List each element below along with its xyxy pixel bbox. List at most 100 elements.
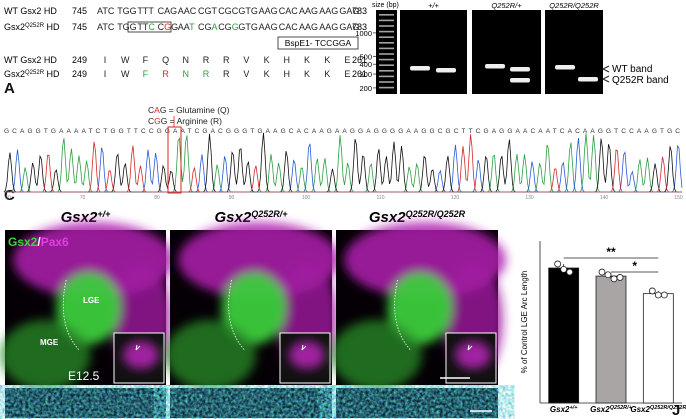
codon-note-part: G = Arginine (R) [161, 116, 222, 126]
codon: CGC [218, 6, 239, 16]
residue: I [104, 69, 107, 79]
gene: Gsx2 [550, 405, 570, 414]
residue: I [104, 55, 107, 65]
position-label: 60 [5, 195, 11, 201]
ladder-label: 1000 [355, 29, 372, 38]
codon: CGA [198, 22, 218, 32]
row-end: 783 [352, 22, 367, 32]
x-tick-label: Gsx2Q252R/+ [590, 405, 633, 414]
codon-part: AAG [299, 6, 318, 16]
codon-part: AAG [299, 22, 318, 32]
inset-arrow [467, 344, 473, 351]
row-name-part: HD [44, 69, 60, 79]
codon: AAG [319, 6, 338, 16]
residue: K [304, 55, 310, 65]
trace [4, 137, 683, 193]
codon-note-part: A [154, 105, 160, 115]
mutation-box [167, 126, 182, 194]
residue: R [203, 55, 210, 65]
row-name: Gsx2Q252R HD [4, 69, 60, 79]
stain-label-part: / [37, 235, 41, 249]
codon-part: GAG [339, 22, 359, 32]
codon: AAG [319, 22, 338, 32]
codon: ATC [97, 22, 115, 32]
site-box [127, 21, 172, 33]
codon-note-part: G = Glutamine (Q) [160, 105, 230, 115]
inset-tissue [455, 341, 491, 369]
residue: V [243, 55, 249, 65]
codon-part: GTG [238, 22, 258, 32]
allele: Q252R/+ [610, 405, 633, 411]
mge [165, 320, 256, 390]
residue: E [344, 55, 350, 65]
gene: Gsx2 [369, 209, 406, 226]
data-point [660, 291, 668, 299]
ladder-band [379, 70, 394, 72]
row-name-part: Gsx2 [4, 22, 25, 32]
codon: AAG [259, 22, 278, 32]
strip-cells [170, 388, 332, 418]
lane-label: Q252R/+ [491, 1, 522, 10]
row-end: 783 [352, 6, 367, 16]
codon: AAG [299, 22, 318, 32]
x-tick-label: Gsx2+/+ [550, 405, 578, 414]
residue: H [284, 69, 291, 79]
lge [387, 272, 453, 344]
residue: K [324, 69, 330, 79]
codon: CAC [279, 6, 299, 16]
codon-note: CGG = Arginine (R) [148, 116, 222, 126]
codon-part: CAG [158, 6, 178, 16]
residue: R [162, 69, 169, 79]
codon: TTT [137, 6, 154, 16]
codon: CGG [218, 22, 239, 32]
codon-part: GTG [238, 6, 258, 16]
allele: Q252R/Q252R [650, 405, 686, 411]
codon-part: AA [178, 22, 190, 32]
row-name-part: Gsx2 [4, 69, 25, 79]
codon: GTG [238, 6, 258, 16]
region-label: LGE [83, 296, 100, 305]
site-label: BspE1- TCCGGA [285, 38, 352, 48]
codon-part: G [164, 22, 171, 32]
residue: H [284, 55, 291, 65]
gene: Gsx2 [61, 209, 98, 226]
data-point [654, 291, 662, 299]
codon-part: TTT [137, 6, 154, 16]
gel-band [555, 65, 575, 70]
lge [221, 272, 287, 344]
ladder-band [379, 36, 394, 38]
row-start: 745 [72, 6, 87, 16]
codon-part: ATC [97, 22, 115, 32]
row-name-part: WT Gsx2 HD [4, 6, 57, 16]
mge [0, 320, 91, 390]
ladder-band [379, 14, 394, 16]
row-start: 249 [72, 55, 87, 65]
gel-band [436, 68, 456, 73]
genotype-title: Gsx2Q252R/Q252R [369, 209, 466, 226]
boundary [228, 279, 245, 351]
data-point [554, 260, 562, 268]
residue: F [143, 55, 149, 65]
codon-part: AAG [259, 22, 278, 32]
panel-letter: A [4, 80, 15, 97]
codon-part: GAG [339, 6, 359, 16]
codon: AAG [299, 6, 318, 16]
codon: AAT [178, 22, 195, 32]
allele: +/+ [97, 209, 111, 219]
gel-band [410, 66, 430, 71]
codon-part: AAC [178, 6, 197, 16]
row-end: 261 [352, 55, 367, 65]
ladder-label: 500 [359, 53, 372, 62]
genotype-title: Gsx2Q252R/+ [215, 209, 289, 226]
residue: W [121, 55, 130, 65]
data-point [598, 268, 606, 276]
gene: Gsx2 [215, 209, 252, 226]
codon-part: A [212, 22, 218, 32]
ladder-label: 300 [359, 70, 372, 79]
gel-band [510, 78, 530, 83]
codon: AAG [259, 6, 278, 16]
row-name-part: HD [44, 22, 60, 32]
ladder-band [379, 42, 394, 44]
codon: CAG [158, 6, 178, 16]
arrowhead [601, 75, 610, 83]
